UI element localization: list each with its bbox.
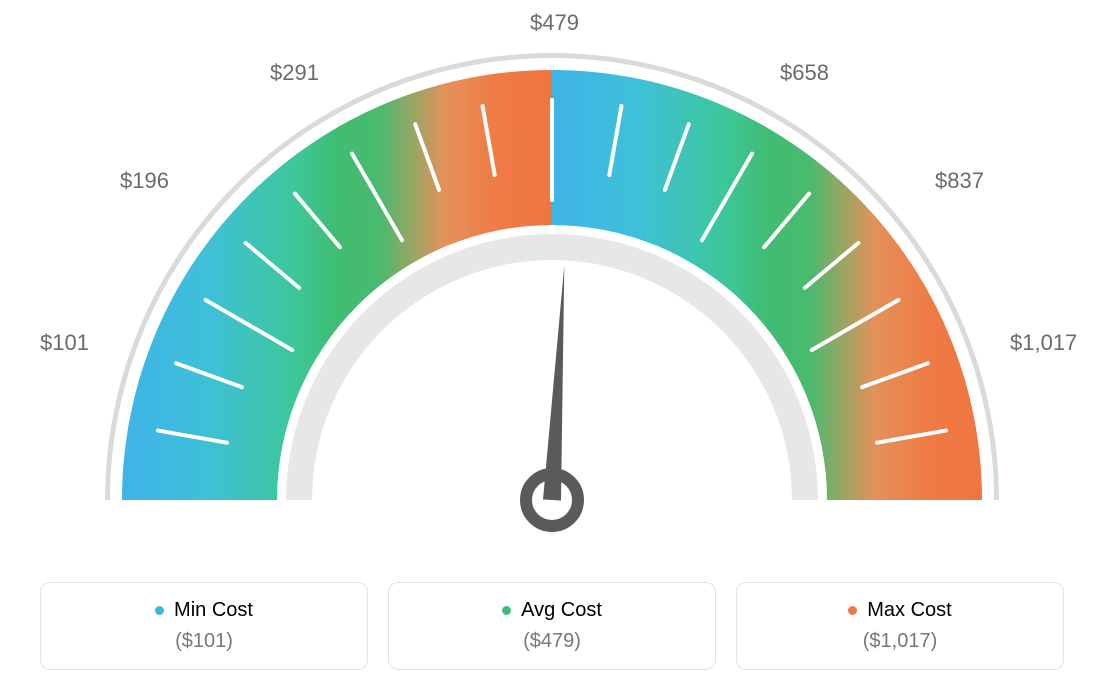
legend-label-max: Max Cost [867, 599, 951, 622]
tick-label-6: $1,017 [1010, 330, 1077, 356]
legend-label-min: Min Cost [174, 599, 253, 622]
legend-dot-max [848, 606, 857, 615]
legend-card-max: Max Cost ($1,017) [736, 582, 1064, 670]
legend-dot-avg [502, 606, 511, 615]
legend-title-min: Min Cost [155, 599, 253, 622]
legend-title-avg: Avg Cost [502, 599, 602, 622]
tick-label-4: $658 [780, 60, 829, 86]
tick-label-2: $291 [270, 60, 319, 86]
legend-dot-min [155, 606, 164, 615]
legend-value-min: ($101) [41, 630, 367, 653]
tick-label-1: $196 [120, 168, 169, 194]
gauge-svg [0, 0, 1104, 560]
tick-label-5: $837 [935, 168, 984, 194]
legend-value-avg: ($479) [389, 630, 715, 653]
legend-value-max: ($1,017) [737, 630, 1063, 653]
cost-gauge-container: $101 $196 $291 $479 $658 $837 $1,017 Min… [0, 0, 1104, 690]
gauge: $101 $196 $291 $479 $658 $837 $1,017 [0, 0, 1104, 560]
legend-title-max: Max Cost [848, 599, 951, 622]
legend-card-min: Min Cost ($101) [40, 582, 368, 670]
legend: Min Cost ($101) Avg Cost ($479) Max Cost… [40, 582, 1064, 670]
tick-label-3: $479 [530, 10, 579, 36]
legend-card-avg: Avg Cost ($479) [388, 582, 716, 670]
legend-label-avg: Avg Cost [521, 599, 602, 622]
tick-label-0: $101 [40, 330, 89, 356]
